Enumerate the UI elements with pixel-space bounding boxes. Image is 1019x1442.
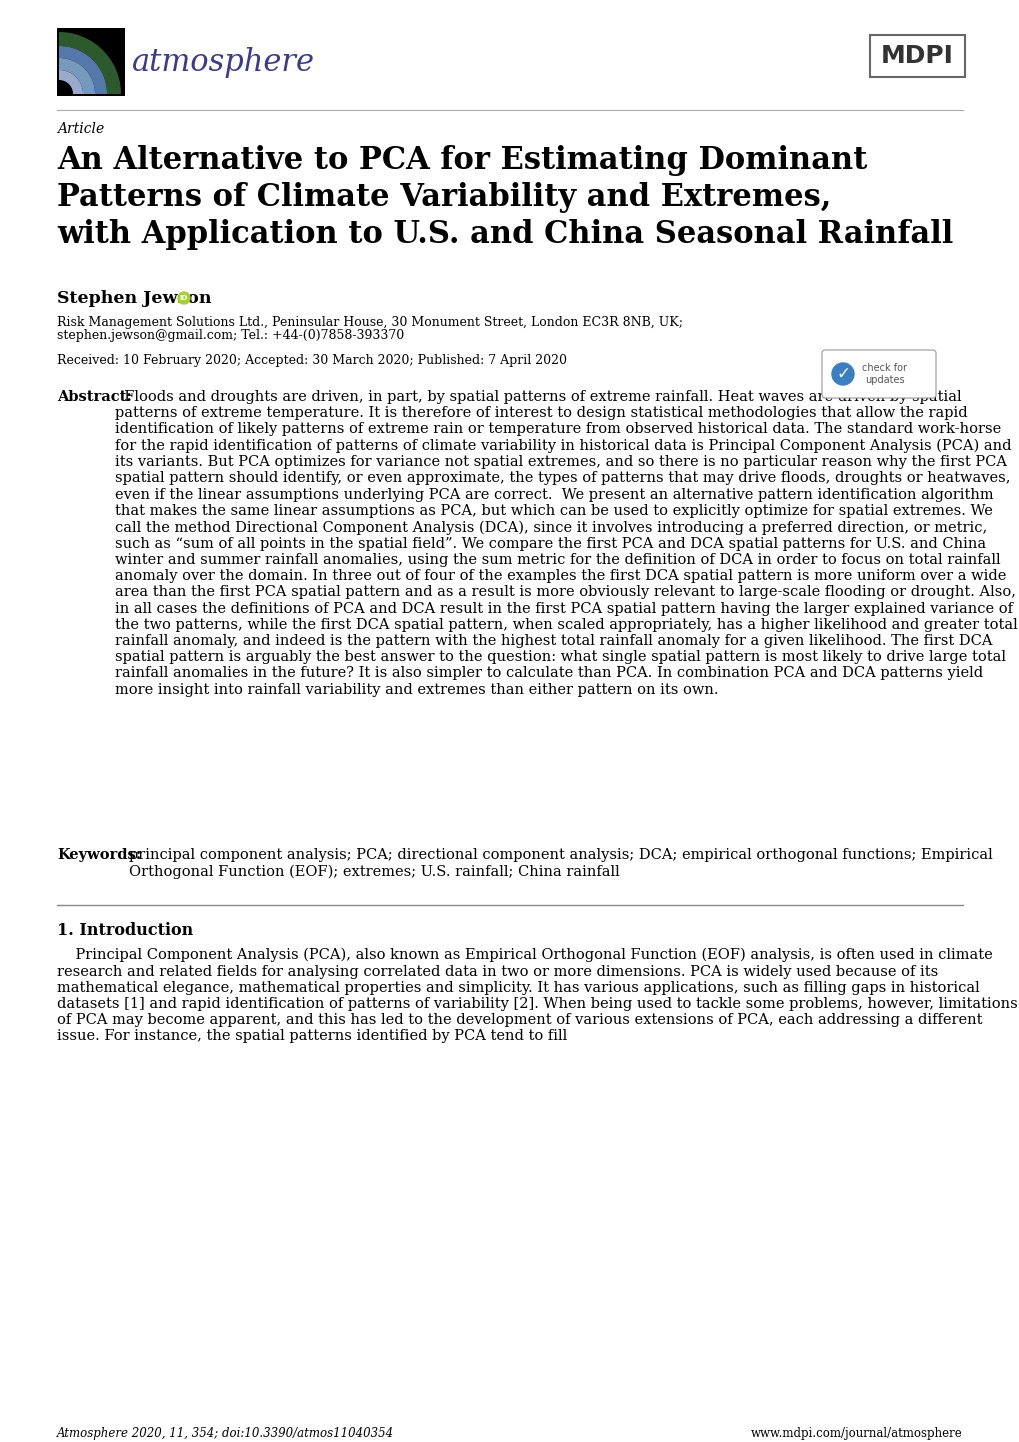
Text: principal component analysis; PCA; directional component analysis; DCA; empirica: principal component analysis; PCA; direc… [128, 848, 991, 878]
Circle shape [178, 291, 190, 304]
Text: Keywords:: Keywords: [57, 848, 141, 862]
Text: stephen.jewson@gmail.com; Tel.: +44-(0)7858-393370: stephen.jewson@gmail.com; Tel.: +44-(0)7… [57, 329, 404, 342]
Text: An Alternative to PCA for Estimating Dominant
Patterns of Climate Variability an: An Alternative to PCA for Estimating Dom… [57, 146, 953, 249]
Text: MDPI: MDPI [879, 45, 953, 68]
Polygon shape [59, 58, 95, 94]
Text: Atmosphere 2020, 11, 354; doi:10.3390/atmos11040354: Atmosphere 2020, 11, 354; doi:10.3390/at… [57, 1428, 393, 1441]
Text: Stephen Jewson: Stephen Jewson [57, 290, 211, 307]
Text: atmosphere: atmosphere [131, 46, 315, 78]
Circle shape [832, 363, 853, 385]
Text: ✓: ✓ [836, 365, 849, 384]
FancyBboxPatch shape [821, 350, 935, 398]
Polygon shape [59, 71, 83, 94]
Text: iD: iD [179, 296, 187, 301]
Text: www.mdpi.com/journal/atmosphere: www.mdpi.com/journal/atmosphere [751, 1428, 962, 1441]
Text: Risk Management Solutions Ltd., Peninsular House, 30 Monument Street, London EC3: Risk Management Solutions Ltd., Peninsul… [57, 316, 683, 329]
Text: Received: 10 February 2020; Accepted: 30 March 2020; Published: 7 April 2020: Received: 10 February 2020; Accepted: 30… [57, 353, 567, 368]
Text: Abstract:: Abstract: [57, 389, 131, 404]
Bar [57, 27, 125, 97]
Text: 1. Introduction: 1. Introduction [57, 921, 193, 939]
Polygon shape [59, 32, 121, 94]
FancyBboxPatch shape [869, 35, 964, 76]
Text: Principal Component Analysis (PCA), also known as Empirical Orthogonal Function : Principal Component Analysis (PCA), also… [57, 947, 1017, 1044]
Polygon shape [59, 46, 107, 94]
Text: Floods and droughts are driven, in part, by spatial patterns of extreme rainfall: Floods and droughts are driven, in part,… [115, 389, 1017, 696]
Text: check for: check for [862, 363, 907, 373]
Text: Article: Article [57, 123, 104, 136]
Text: updates: updates [864, 375, 904, 385]
